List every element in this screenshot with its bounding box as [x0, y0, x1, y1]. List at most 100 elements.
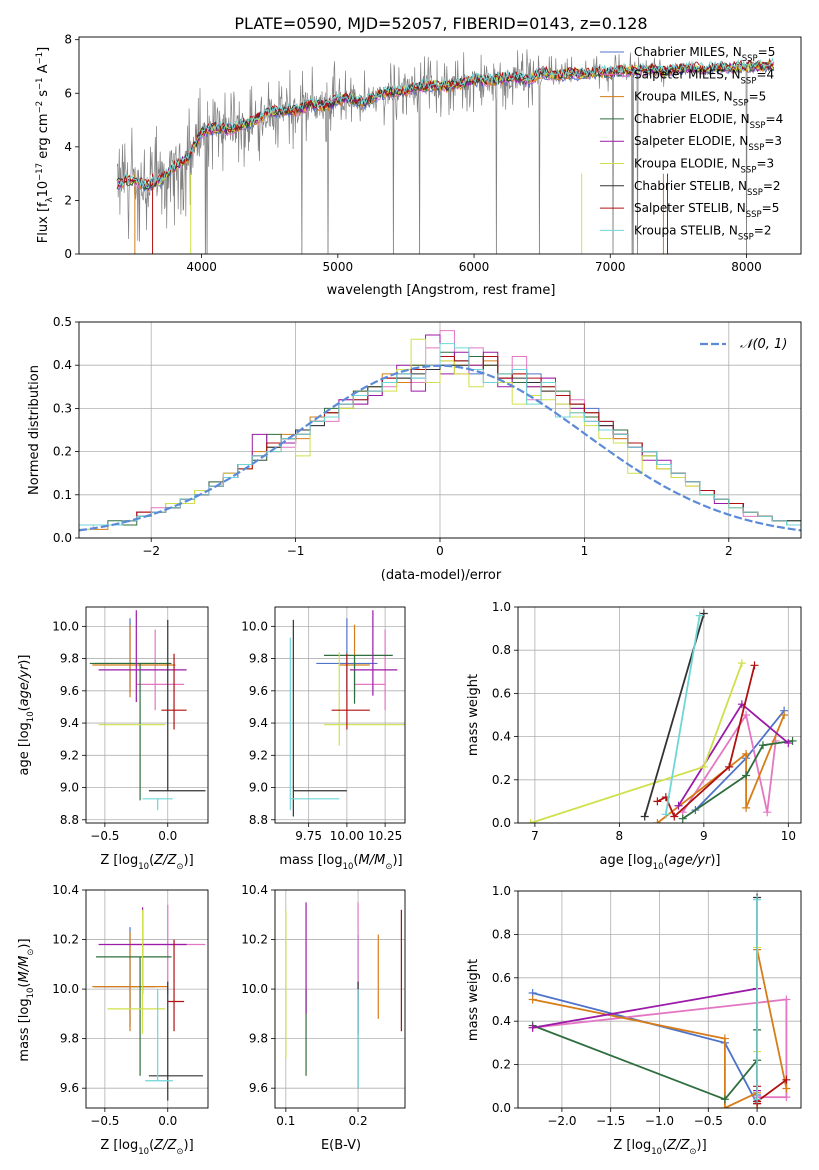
legend-label: Kroupa MILES, NSSP=5	[634, 90, 766, 109]
plot-area	[79, 330, 801, 532]
weight-age-ylabel: mass weight	[466, 674, 481, 756]
model-spectrum-stelib_kroupa	[116, 57, 775, 189]
errorbar-stelib_chabrier	[148, 619, 206, 792]
frame: 0.1 0.2 9.6 9.8 10.0 10.2 10.4	[241, 883, 406, 1128]
y-tick-label: 10.4	[241, 883, 268, 897]
weight-line-miles_salpeter	[532, 998, 788, 1099]
y-tick-label: 0.5	[53, 315, 72, 329]
weight-marker	[528, 995, 537, 1004]
y-tick-label: 0.0	[492, 816, 511, 830]
weight-marker	[763, 808, 772, 817]
x-tick-label: 10.25	[368, 829, 402, 843]
x-tick-label: 9.75	[295, 829, 322, 843]
axes-frame	[78, 36, 802, 255]
weight-marker	[742, 803, 751, 812]
weight-marker	[678, 814, 687, 823]
errorbar-elodie_salpeter	[349, 610, 398, 696]
y-tick-label: 1.0	[492, 884, 511, 898]
plot-area	[526, 609, 797, 823]
y-tick-label: 0	[64, 247, 72, 261]
x-tick-label: 5000	[323, 260, 354, 274]
weight-marker	[720, 1034, 729, 1043]
legend-label: Kroupa STELIB, NSSP=2	[634, 223, 772, 242]
weight-marker	[753, 895, 762, 904]
x-tick-label: −1.5	[596, 1114, 625, 1128]
weight-marker	[750, 661, 759, 670]
errorbar-miles_salpeter	[130, 904, 206, 995]
plot-area	[89, 610, 206, 811]
errorbar-stelib_chabrier	[148, 981, 203, 1101]
axes-frame	[85, 606, 209, 824]
weight-marker	[720, 1095, 729, 1104]
weight-marker	[758, 741, 767, 750]
x-tick-label: 2	[725, 544, 733, 558]
y-tick-label: 8.8	[249, 813, 268, 827]
x-tick-label: 1	[581, 544, 589, 558]
weight-marker	[782, 1093, 791, 1102]
axes-frame	[274, 606, 406, 824]
weight-marker	[640, 812, 649, 821]
y-tick-label: 9.8	[60, 1032, 79, 1046]
errorbar-elodie_chabrier	[323, 654, 393, 704]
y-tick-label: 9.0	[249, 781, 268, 795]
x-tick-label: 8000	[731, 260, 762, 274]
age-ylabel: age [log10(age/yr)]	[17, 655, 36, 776]
weight-marker	[526, 819, 535, 823]
y-tick-label: 0.1	[53, 488, 72, 502]
y-tick-label: 10.0	[52, 619, 79, 633]
legend-label: Chabrier STELIB, NSSP=2	[634, 179, 781, 198]
errorbar-miles_chabrier	[94, 927, 156, 1027]
legend-label: Salpeter STELIB, NSSP=5	[634, 201, 779, 220]
y-tick-label: 9.6	[60, 684, 79, 698]
weight-marker	[742, 711, 751, 719]
errorbar-stelib_kroupa	[145, 989, 173, 1082]
errorbar-elodie_kroupa	[323, 652, 405, 746]
y-tick-label: 9.4	[60, 716, 79, 730]
age-mass-xlabel: mass [log10(M/M⊙)]	[279, 853, 402, 872]
weight-marker	[661, 810, 670, 819]
weight-marker	[782, 995, 791, 1004]
weight-line-stelib_kroupa	[664, 615, 701, 815]
mass-z-xlabel: Z [log10(Z/Z⊙)]	[100, 1138, 193, 1157]
x-tick-label: 0.0	[748, 1114, 767, 1128]
errorbar-stelib_kroupa	[289, 637, 340, 811]
x-tick-label: 9	[700, 829, 708, 843]
axes-frame	[78, 321, 802, 539]
y-tick-label: 9.8	[249, 1032, 268, 1046]
x-tick-label: 0.1	[276, 1114, 295, 1128]
axes-frame	[517, 890, 802, 1109]
spectrum-legend: Chabrier MILES, NSSP=5 Salpeter MILES, NS…	[600, 45, 783, 242]
axes-frame	[517, 606, 802, 824]
errorbar-stelib_kroupa	[142, 798, 173, 811]
weight-line-miles_kroupa	[656, 714, 785, 823]
x-tick-label: 10.00	[330, 829, 364, 843]
weight-marker	[742, 749, 751, 758]
y-tick-label: 10.0	[52, 982, 79, 996]
legend-label: Chabrier MILES, NSSP=5	[634, 45, 775, 64]
x-tick-label: 0	[436, 544, 444, 558]
hist-ylabel: Normed distribution	[27, 365, 42, 495]
axes-frame	[85, 889, 209, 1109]
plot-area	[289, 610, 405, 817]
weight-z-ylabel: mass weight	[466, 959, 481, 1041]
y-tick-label: 9.6	[60, 1081, 79, 1095]
y-tick-label: 10.2	[241, 933, 268, 947]
axes-mass_vs_ebv: 0.1 0.2 9.6 9.8 10.0 10.2 10.4	[241, 883, 406, 1128]
plot-area	[528, 893, 791, 1108]
y-tick-label: 0.6	[492, 686, 511, 700]
legend-label: Kroupa ELODIE, NSSP=3	[634, 157, 774, 176]
y-tick-label: 9.0	[60, 781, 79, 795]
x-tick-label: 0.0	[158, 829, 177, 843]
y-tick-label: 0.8	[492, 927, 511, 941]
errorbar-miles_kroupa	[92, 932, 168, 1032]
y-tick-label: 0.4	[53, 358, 72, 372]
weight-marker	[670, 812, 679, 821]
errorbar-stelib_salpeter	[161, 653, 187, 730]
weight-marker	[742, 771, 751, 780]
axes-age_vs_Z: −0.5 0.0 8.8 9.0 9.2 9.4 9.6 9.8 10.0	[52, 606, 209, 843]
plot-area	[285, 902, 402, 1089]
x-tick-label: −1	[287, 544, 305, 558]
weight-line-stelib_salpeter	[756, 1079, 787, 1104]
x-tick-label: 6000	[459, 260, 490, 274]
